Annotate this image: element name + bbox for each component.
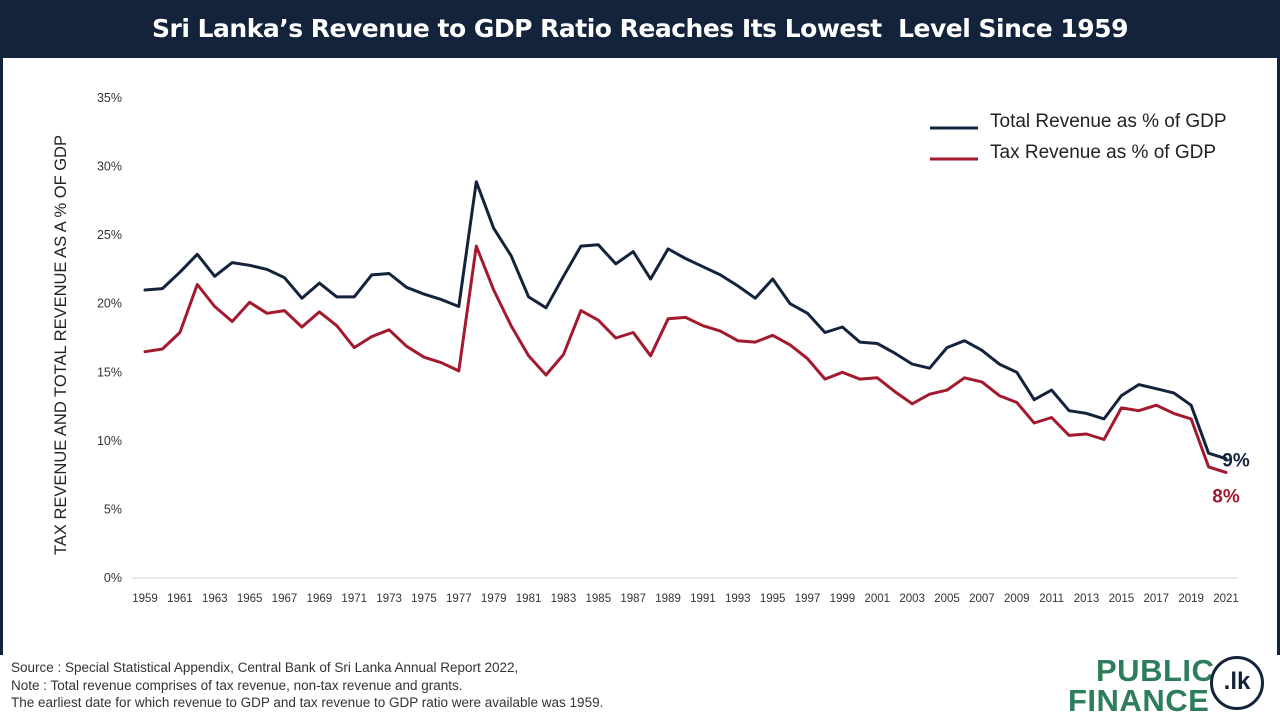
definition-note: Note : Total revenue comprises of tax re… [11,677,463,693]
total-revenue-line [143,180,1228,461]
x-tick-label: 2001 [864,593,890,605]
logo-badge: .lk [1210,656,1264,710]
x-tick-label: 1971 [341,593,367,605]
y-tick-label: 5% [104,502,122,516]
x-tick-label: 1985 [586,593,612,605]
x-tick-label: 2017 [1143,593,1169,605]
x-tick-label: 1995 [760,593,786,605]
x-axis-ticks: 1959 1961 1963 1965 1967 1969 1971 1973 1975 1977… [132,593,1239,605]
title-bar: Sri Lanka’s Revenue to GDP Ratio Reaches… [0,0,1280,58]
legend-item-tax-revenue: Tax Revenue as % of GDP [990,142,1216,163]
x-tick-label: 1967 [272,593,298,605]
earliest-date-note: The earliest date for which revenue to G… [11,695,604,710]
footer-notes: Source : Special Statistical Appendix, C… [11,659,603,712]
y-axis-ticks: 0% 5% 10% 15% 20% 25% 30% 35% [97,91,122,585]
logo-word-public: PUBLIC [1096,653,1215,688]
y-tick-label: 35% [97,91,122,105]
x-tick-label: 1979 [481,593,507,605]
chart-title: Sri Lanka’s Revenue to GDP Ratio Reaches… [152,14,1128,43]
series-layer [143,180,1228,474]
x-tick-label: 2021 [1213,593,1239,605]
x-tick-label: 1993 [725,593,751,605]
tax-revenue-line [143,244,1228,474]
x-tick-label: 1991 [690,593,716,605]
y-tick-label: 20% [97,297,122,311]
x-tick-label: 1963 [202,593,228,605]
x-tick-label: 2015 [1109,593,1135,605]
legend: Total Revenue as % of GDP Tax Revenue as … [930,111,1227,163]
x-tick-label: 2019 [1178,593,1204,605]
y-tick-label: 15% [97,365,122,379]
x-tick-label: 1983 [551,593,577,605]
x-tick-label: 1961 [167,593,193,605]
x-tick-label: 1959 [132,593,158,605]
x-tick-label: 1989 [655,593,681,605]
x-tick-label: 2013 [1074,593,1100,605]
frame-border-right [1277,58,1280,655]
total-revenue-end-label: 9% [1222,451,1250,472]
logo-word-finance: FINANCE [1068,683,1210,718]
end-labels: 9% 8% [1212,451,1250,508]
x-tick-label: 1969 [307,593,333,605]
y-tick-label: 0% [104,571,122,585]
frame-border-left [0,58,3,655]
public-finance-logo: PUBLIC FINANCE .lk [1068,652,1278,720]
y-tick-label: 25% [97,228,122,242]
y-axis-label: TAX REVENUE AND TOTAL REVENUE AS A % OF … [52,135,70,555]
x-tick-label: 1975 [411,593,437,605]
x-tick-label: 1997 [795,593,821,605]
y-tick-label: 30% [97,160,122,174]
x-tick-label: 1999 [830,593,856,605]
x-tick-label: 2007 [969,593,995,605]
legend-item-total-revenue: Total Revenue as % of GDP [990,111,1227,132]
x-tick-label: 2005 [934,593,960,605]
x-tick-label: 1973 [376,593,402,605]
x-tick-label: 1977 [446,593,472,605]
tax-revenue-end-label: 8% [1212,486,1240,507]
source-note: Source : Special Statistical Appendix, C… [11,660,519,675]
x-tick-label: 2011 [1039,593,1064,605]
x-tick-label: 1965 [237,593,263,605]
y-tick-label: 10% [97,434,122,448]
x-tick-label: 2009 [1004,593,1030,605]
x-tick-label: 2003 [899,593,925,605]
x-tick-label: 1987 [620,593,646,605]
x-tick-label: 1981 [516,593,542,605]
